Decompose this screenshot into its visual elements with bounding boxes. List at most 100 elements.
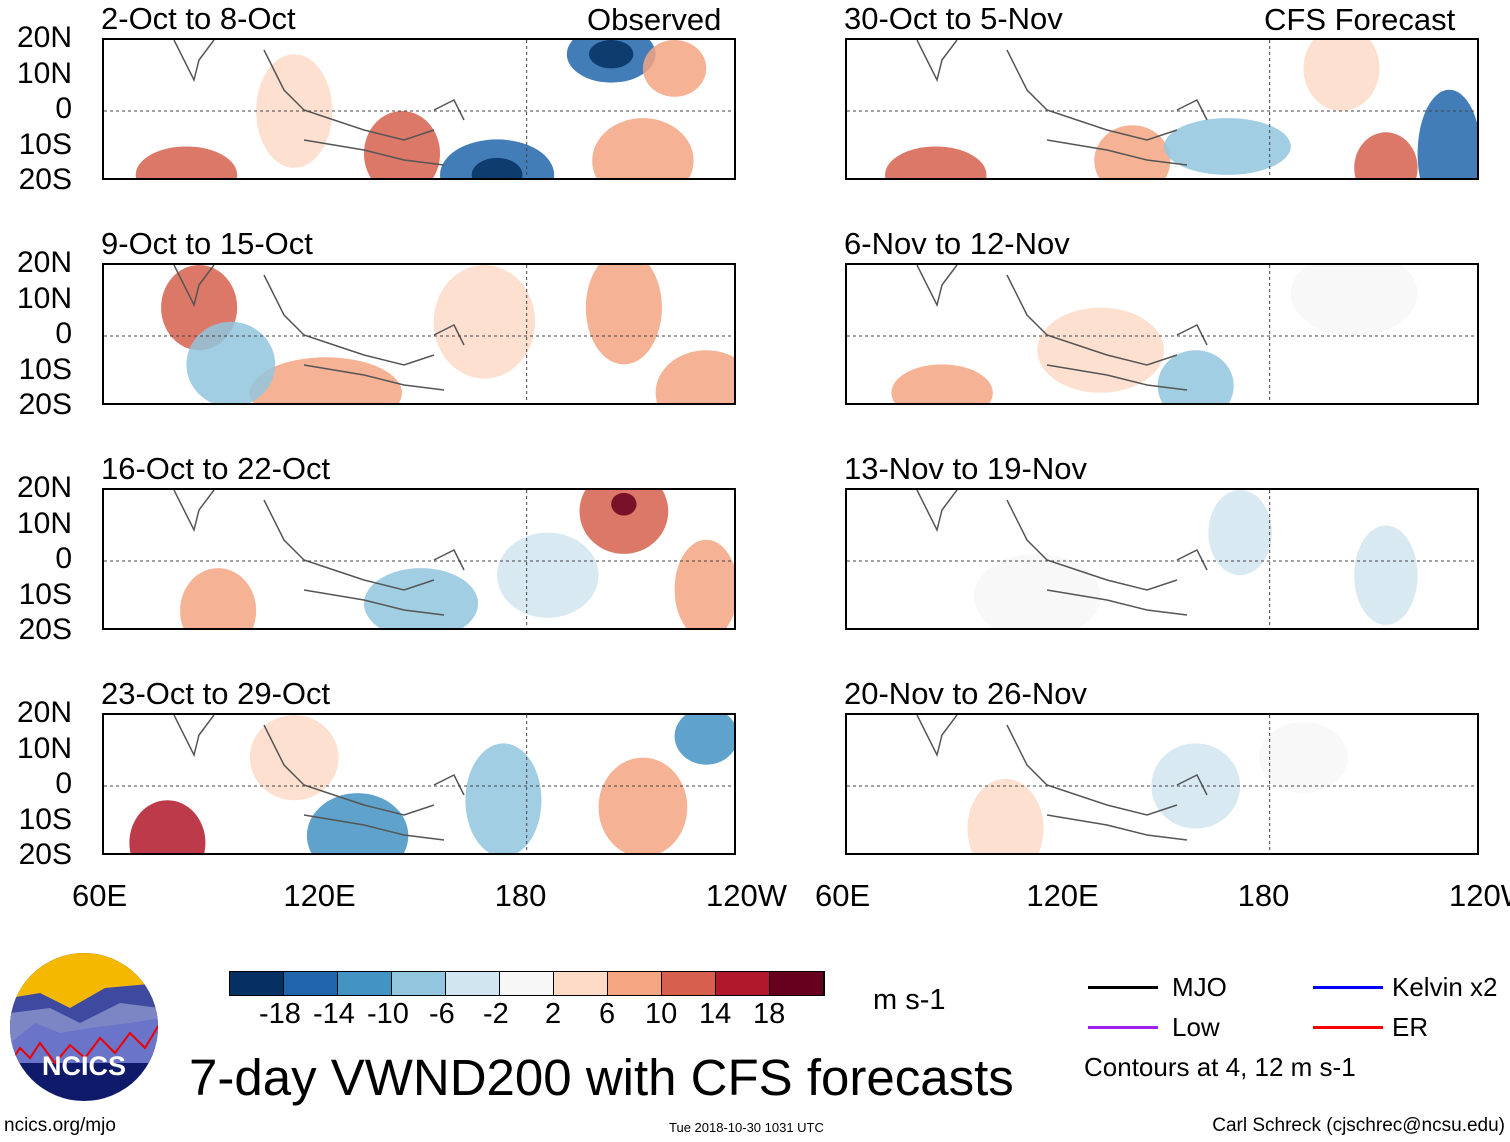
coastline — [173, 265, 465, 391]
y-tick-label: 20S — [18, 163, 72, 196]
map-panel-forecast-1 — [845, 263, 1479, 405]
y-tick-label: 10N — [16, 506, 72, 540]
y-tick-label: 10N — [16, 281, 72, 315]
anomaly-shading — [674, 715, 734, 765]
colorbar-tick: -2 — [483, 998, 509, 1030]
anomaly-shading — [363, 568, 479, 628]
colorbar-tick: 6 — [599, 998, 616, 1030]
y-tick-label: 0 — [55, 542, 72, 575]
y-tick-label: 0 — [55, 767, 72, 800]
anomaly-shading — [186, 321, 276, 403]
panel-title: 30-Oct to 5-Nov — [844, 1, 1063, 36]
anomaly-shading — [249, 715, 339, 801]
x-tick-label: 120E — [1026, 878, 1099, 913]
map-panel-observed-3 — [102, 713, 736, 855]
anomaly-shading — [135, 146, 238, 178]
anomaly-shading — [967, 778, 1044, 853]
contour-note: Contours at 4, 12 m s-1 — [1084, 1052, 1356, 1082]
colorbar-tick: -18 — [259, 998, 301, 1030]
colorbar-swatch — [662, 972, 716, 995]
anomaly-shading — [598, 757, 688, 853]
colorbar-swatch — [500, 972, 554, 995]
legend-low-line — [1088, 1026, 1158, 1029]
anomaly-shading — [592, 118, 694, 178]
panel-title: 9-Oct to 15-Oct — [101, 226, 313, 261]
map-canvas — [104, 490, 734, 628]
anomaly-shading — [1290, 265, 1418, 336]
colorbar-swatch — [392, 972, 446, 995]
y-tick-label: 20N — [16, 696, 72, 729]
colorbar — [229, 971, 825, 996]
anomaly-shading — [180, 568, 257, 628]
panel-title: 16-Oct to 22-Oct — [101, 451, 331, 486]
map-panel-forecast-3 — [845, 713, 1479, 855]
anomaly-shading — [1417, 89, 1477, 178]
y-tick-label: 20N — [16, 246, 72, 279]
x-tick-label: 60E — [815, 878, 871, 913]
anomaly-shading — [129, 800, 206, 853]
map-canvas — [104, 40, 734, 178]
anomaly-shading — [674, 539, 734, 628]
anomaly-shading — [1259, 722, 1348, 794]
x-tick-label: 180 — [494, 878, 547, 913]
map-canvas — [847, 490, 1477, 628]
logo-text: NCICS — [42, 1051, 126, 1081]
observed-label: Observed — [587, 2, 722, 37]
anomaly-shading — [471, 157, 523, 178]
anomaly-shading — [585, 265, 662, 365]
panel-title: 6-Nov to 12-Nov — [844, 226, 1070, 261]
forecast-label: CFS Forecast — [1264, 2, 1456, 37]
anomaly-shading — [655, 350, 734, 403]
colorbar-tick: -6 — [429, 998, 455, 1030]
y-tick-label: 0 — [55, 92, 72, 125]
map-canvas — [847, 40, 1477, 178]
colorbar-swatch — [230, 972, 284, 995]
legend-er: ER — [1392, 1012, 1429, 1042]
anomaly-shading — [1354, 132, 1418, 178]
anomaly-shading — [589, 40, 634, 69]
colorbar-swatch — [446, 972, 500, 995]
coastline — [916, 490, 1208, 616]
map-canvas — [847, 265, 1477, 403]
anomaly-shading — [642, 40, 707, 97]
y-tick-label: 20S — [18, 838, 72, 871]
colorbar-swatch — [338, 972, 392, 995]
y-tick-label: 10S — [18, 352, 72, 386]
colorbar-tick: -10 — [367, 998, 409, 1030]
x-tick-label: 120W — [1449, 878, 1510, 913]
map-panel-forecast-2 — [845, 488, 1479, 630]
anomaly-shading — [1303, 40, 1380, 111]
anomaly-shading — [497, 532, 599, 618]
map-canvas — [104, 265, 734, 403]
legend-kelvin-line — [1313, 986, 1383, 989]
panel-title: 13-Nov to 19-Nov — [844, 451, 1087, 486]
map-canvas — [104, 715, 734, 853]
y-tick-label: 20S — [18, 388, 72, 421]
colorbar-swatch — [284, 972, 338, 995]
y-tick-label: 10N — [16, 731, 72, 765]
panel-title: 2-Oct to 8-Oct — [101, 1, 296, 36]
panel-title: 20-Nov to 26-Nov — [844, 676, 1087, 711]
legend-mjo: MJO — [1172, 972, 1227, 1002]
colorbar-tick: 10 — [645, 998, 678, 1030]
coastline — [916, 265, 1208, 391]
anomaly-shading — [1208, 490, 1272, 576]
map-panel-observed-2 — [102, 488, 736, 630]
anomaly-shading — [891, 364, 993, 403]
y-tick-label: 20N — [16, 471, 72, 504]
y-tick-label: 0 — [55, 317, 72, 350]
y-tick-label: 20N — [16, 21, 72, 54]
map-panel-observed-0 — [102, 38, 736, 180]
colorbar-tick: 2 — [545, 998, 562, 1030]
coastline — [173, 490, 465, 616]
coastline — [916, 715, 1208, 841]
anomaly-shading — [1164, 118, 1291, 175]
anomaly-shading — [465, 743, 542, 853]
anomaly-shading — [579, 490, 669, 554]
coastline — [173, 40, 465, 166]
coastline — [916, 40, 1208, 166]
map-canvas — [847, 715, 1477, 853]
footer-url[interactable]: ncics.org/mjo — [4, 1115, 116, 1136]
colorbar-tick: 18 — [753, 998, 786, 1030]
